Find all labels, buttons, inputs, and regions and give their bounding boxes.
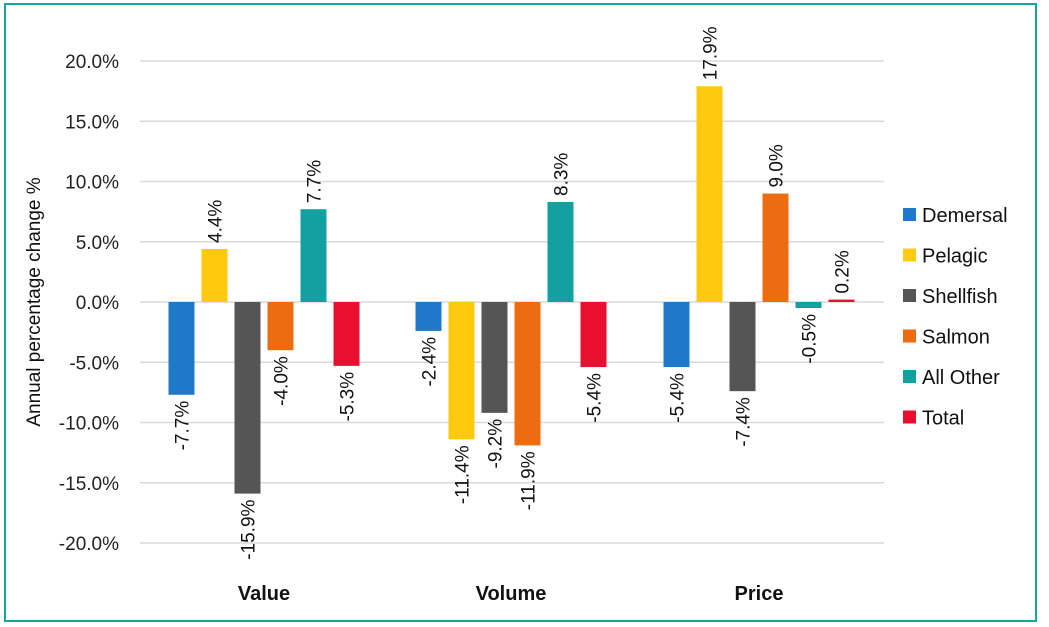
bar bbox=[333, 302, 360, 366]
y-axis-ticks: 20.0% 15.0% 10.0% 5.0% 0.0% -5.0% -10.0% -15.0%… bbox=[59, 52, 119, 555]
bar bbox=[514, 302, 541, 446]
bar bbox=[481, 302, 508, 413]
data-label: 9.0% bbox=[767, 144, 788, 187]
bars bbox=[168, 86, 855, 494]
legend-label: All Other bbox=[922, 367, 1000, 389]
data-label: -15.9% bbox=[239, 499, 260, 559]
bar bbox=[762, 193, 789, 302]
bar bbox=[663, 302, 690, 368]
data-label: -11.9% bbox=[519, 451, 540, 510]
y-tick-label: -5.0% bbox=[69, 353, 119, 374]
category-label: Price bbox=[735, 583, 784, 605]
y-tick-label: 20.0% bbox=[65, 52, 119, 73]
category-label: Value bbox=[238, 583, 290, 605]
y-axis-label: Annual percentage change % bbox=[24, 177, 45, 426]
bar bbox=[415, 302, 442, 331]
y-tick-label: -20.0% bbox=[59, 534, 119, 555]
data-label: 17.9% bbox=[701, 26, 722, 80]
data-label: -5.4% bbox=[585, 373, 606, 423]
y-tick-label: 10.0% bbox=[65, 173, 119, 194]
bar bbox=[696, 86, 723, 303]
data-label: -11.4% bbox=[453, 445, 474, 504]
legend-label: Salmon bbox=[922, 327, 990, 349]
bar bbox=[201, 248, 228, 302]
data-label: -9.2% bbox=[486, 419, 507, 469]
data-label: -2.4% bbox=[420, 337, 441, 387]
legend-label: Shellfish bbox=[922, 286, 998, 308]
bar bbox=[729, 302, 756, 392]
bar bbox=[300, 209, 327, 302]
legend-swatch bbox=[903, 248, 916, 262]
gridlines bbox=[140, 60, 884, 544]
legend-label: Demersal bbox=[922, 205, 1008, 227]
x-axis-categories: Value Volume Price bbox=[238, 583, 784, 605]
data-label: 4.4% bbox=[206, 200, 227, 243]
bar bbox=[547, 201, 574, 302]
legend-swatch bbox=[903, 410, 916, 424]
legend-swatch bbox=[903, 329, 916, 343]
data-label: -7.7% bbox=[173, 401, 194, 451]
category-label: Volume bbox=[476, 583, 547, 605]
bar bbox=[448, 302, 475, 440]
data-label: -0.5% bbox=[800, 314, 821, 364]
bar bbox=[234, 302, 261, 494]
legend-swatch bbox=[903, 370, 916, 383]
y-tick-label: 5.0% bbox=[76, 233, 119, 254]
data-label: -7.4% bbox=[734, 397, 755, 447]
y-tick-label: 0.0% bbox=[76, 293, 119, 314]
legend-swatch bbox=[903, 289, 916, 302]
bar bbox=[267, 302, 294, 351]
data-label: 8.3% bbox=[552, 153, 573, 196]
y-tick-label: 15.0% bbox=[65, 112, 119, 133]
y-tick-label: -10.0% bbox=[59, 414, 119, 435]
bar bbox=[795, 302, 822, 309]
bar bbox=[580, 302, 607, 368]
legend-label: Pelagic bbox=[922, 246, 988, 268]
bar bbox=[168, 302, 195, 395]
data-labels: -7.7% -2.4% -5.4% 4.4% -11.4% 17.9% -15.9% -9.2… bbox=[173, 26, 854, 559]
data-label: -5.3% bbox=[338, 372, 359, 422]
y-tick-label: -15.0% bbox=[59, 474, 119, 495]
data-label: -4.0% bbox=[272, 356, 293, 406]
bar bbox=[828, 299, 855, 302]
data-label: -5.4% bbox=[668, 373, 689, 423]
chart-frame bbox=[4, 3, 1037, 622]
data-label: 0.2% bbox=[833, 250, 854, 293]
legend-swatch bbox=[903, 208, 916, 221]
legend-label: Total bbox=[922, 408, 964, 430]
legend: Demersal Pelagic Shellfish Salmon All Other T… bbox=[903, 205, 1008, 430]
data-label: 7.7% bbox=[305, 160, 326, 203]
